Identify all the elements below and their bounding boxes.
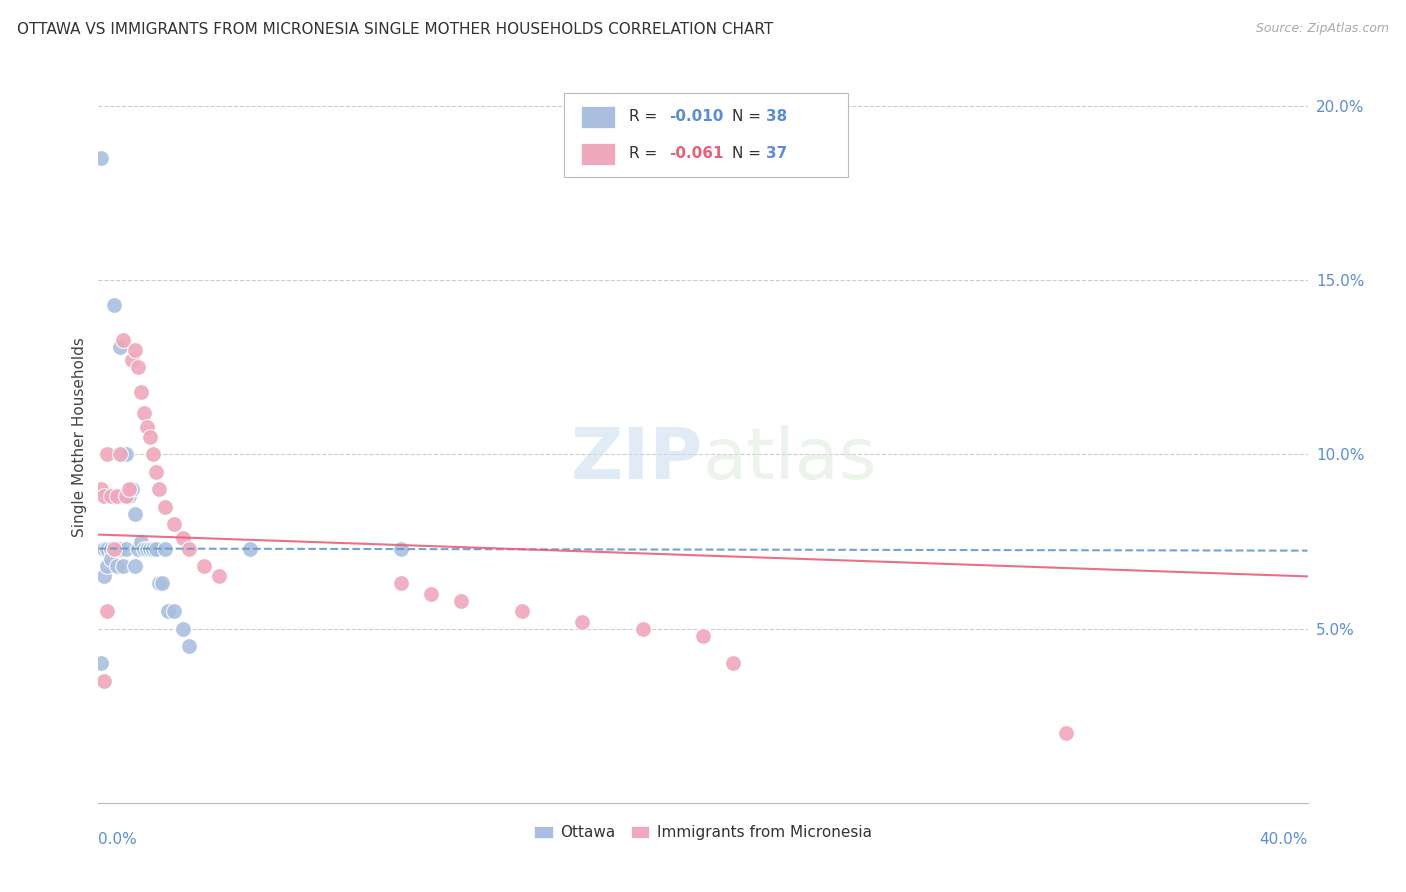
Point: [111, 448, 134, 462]
Point: [93, 673, 115, 688]
Text: -0.061: -0.061: [669, 146, 724, 161]
Point: [172, 622, 194, 636]
Point: [142, 541, 165, 556]
Text: -0.010: -0.010: [669, 110, 724, 124]
Point: [93, 569, 115, 583]
FancyBboxPatch shape: [581, 143, 614, 165]
Text: R =: R =: [630, 110, 662, 124]
Legend: Ottawa, Immigrants from Micronesia: Ottawa, Immigrants from Micronesia: [529, 819, 877, 847]
Point: [239, 541, 262, 556]
Point: [108, 541, 131, 556]
Text: ZIP: ZIP: [571, 425, 703, 493]
Text: atlas: atlas: [703, 425, 877, 493]
Point: [111, 558, 134, 573]
Point: [105, 489, 128, 503]
Point: [135, 419, 157, 434]
Point: [96, 541, 118, 556]
Text: R =: R =: [630, 146, 662, 161]
FancyBboxPatch shape: [581, 106, 614, 128]
Point: [148, 483, 170, 497]
Point: [139, 430, 162, 444]
Point: [179, 639, 201, 653]
Point: [105, 541, 128, 556]
Point: [103, 541, 125, 556]
Point: [153, 500, 176, 514]
Point: [114, 489, 136, 503]
Point: [96, 604, 118, 618]
Point: [156, 604, 179, 618]
Point: [108, 448, 131, 462]
Point: [129, 384, 152, 399]
FancyBboxPatch shape: [564, 94, 848, 178]
Point: [124, 507, 146, 521]
Point: [145, 465, 167, 479]
Point: [193, 558, 215, 573]
Point: [389, 541, 412, 556]
Text: 0.0%: 0.0%: [98, 832, 138, 847]
Point: [90, 657, 112, 671]
Point: [389, 576, 412, 591]
Point: [100, 489, 122, 503]
Point: [163, 517, 186, 532]
Point: [105, 558, 128, 573]
Point: [172, 531, 194, 545]
Point: [142, 448, 165, 462]
Point: [129, 534, 152, 549]
Point: [163, 604, 186, 618]
Point: [153, 541, 176, 556]
Point: [108, 339, 131, 353]
Point: [121, 353, 143, 368]
Point: [103, 489, 125, 503]
Point: [145, 541, 167, 556]
Text: OTTAWA VS IMMIGRANTS FROM MICRONESIA SINGLE MOTHER HOUSEHOLDS CORRELATION CHART: OTTAWA VS IMMIGRANTS FROM MICRONESIA SIN…: [17, 22, 773, 37]
Point: [150, 576, 173, 591]
Point: [90, 152, 112, 166]
Point: [96, 558, 118, 573]
Point: [103, 298, 125, 312]
Point: [148, 576, 170, 591]
Text: N =: N =: [733, 110, 766, 124]
Point: [132, 541, 155, 556]
Point: [90, 483, 112, 497]
Point: [93, 489, 115, 503]
Point: [124, 558, 146, 573]
Text: Source: ZipAtlas.com: Source: ZipAtlas.com: [1256, 22, 1389, 36]
Point: [179, 541, 201, 556]
Point: [450, 594, 472, 608]
Text: 37: 37: [766, 146, 787, 161]
Point: [127, 541, 149, 556]
Point: [114, 448, 136, 462]
Point: [100, 541, 122, 556]
Text: 40.0%: 40.0%: [1260, 832, 1308, 847]
Point: [139, 541, 162, 556]
Point: [121, 483, 143, 497]
Point: [135, 541, 157, 556]
Point: [208, 569, 231, 583]
Point: [118, 483, 141, 497]
Point: [1054, 726, 1077, 740]
Point: [420, 587, 443, 601]
Point: [93, 541, 115, 556]
Point: [100, 552, 122, 566]
Point: [124, 343, 146, 357]
Point: [510, 604, 533, 618]
Point: [96, 448, 118, 462]
Point: [692, 629, 714, 643]
Point: [111, 333, 134, 347]
Point: [723, 657, 745, 671]
Text: N =: N =: [733, 146, 766, 161]
Point: [114, 541, 136, 556]
Point: [132, 406, 155, 420]
Point: [118, 489, 141, 503]
Text: 38: 38: [766, 110, 787, 124]
Point: [127, 360, 149, 375]
Y-axis label: Single Mother Households: Single Mother Households: [72, 337, 87, 537]
Point: [631, 622, 654, 636]
Point: [571, 615, 593, 629]
